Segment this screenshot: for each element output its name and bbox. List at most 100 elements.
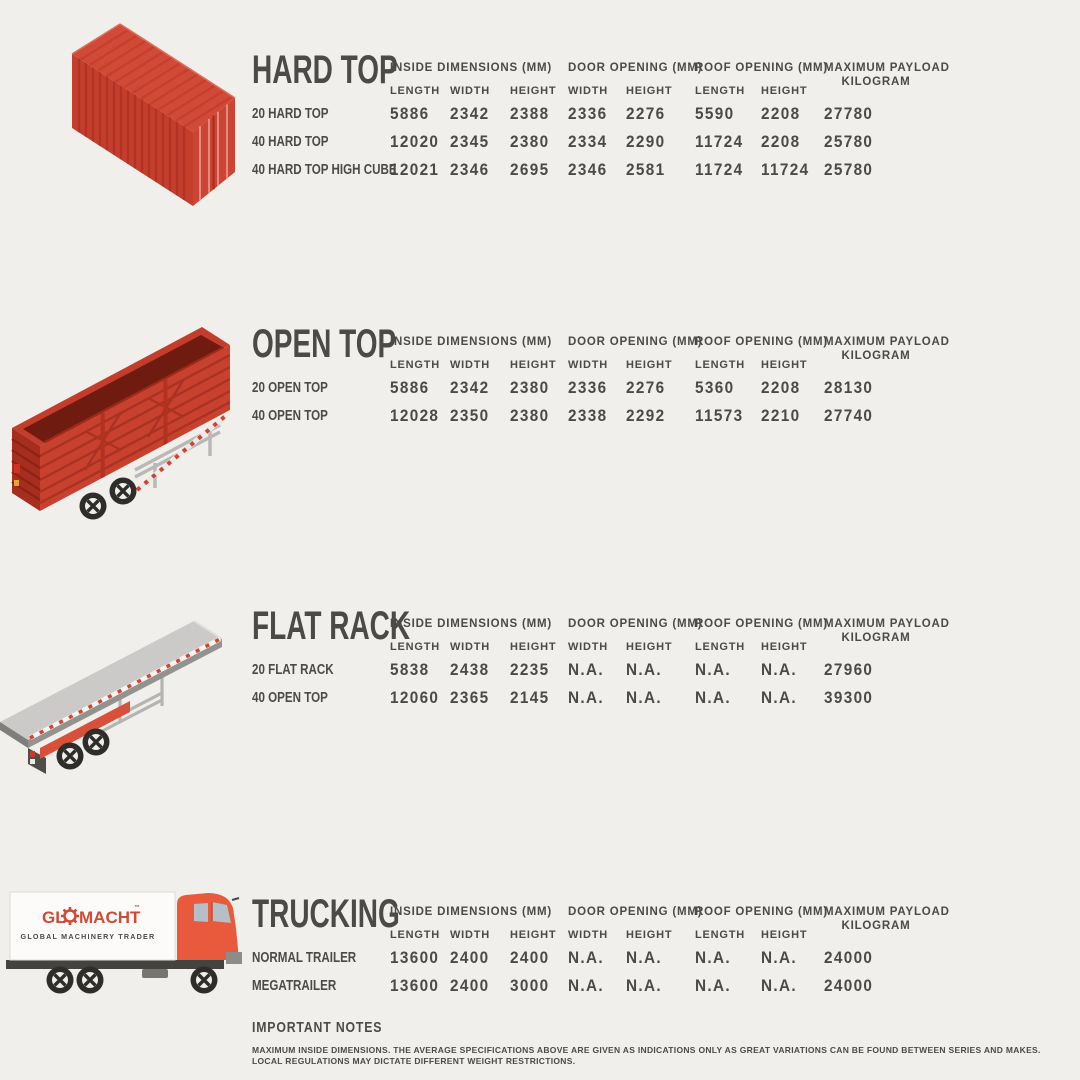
inside-length-value: 12020 <box>390 132 440 151</box>
trailer-tail-light-amber <box>14 480 19 486</box>
roof-length-value: 11724 <box>695 160 744 179</box>
col-group-max-payload: MAXIMUM PAYLOAD KILOGRAM <box>824 606 950 647</box>
row-label: 40 HARD TOP HIGH CUBE <box>252 162 397 178</box>
door-width-value: 2334 <box>568 132 608 151</box>
roof-height-value: N.A. <box>761 976 797 995</box>
flatrack-edge-strip <box>28 637 222 740</box>
roof-height-value: 2210 <box>761 406 801 425</box>
subheader-height: HEIGHT <box>510 359 557 371</box>
roof-height-value: 2208 <box>761 132 801 151</box>
row-label: 20 FLAT RACK <box>252 662 334 678</box>
logo-text-gl: GL <box>42 908 66 927</box>
subheader-length: LENGTH <box>390 929 441 941</box>
subheader-length: LENGTH <box>695 359 746 371</box>
section-title-open-top: OPEN TOP <box>252 322 397 366</box>
trailer-wheel-front <box>107 475 139 507</box>
door-height-value: 2276 <box>626 104 666 123</box>
inside-length-value: 12021 <box>390 160 440 179</box>
subheader-height: HEIGHT <box>510 929 557 941</box>
truck-wheel-rear-1 <box>44 964 76 996</box>
payload-value: 24000 <box>824 948 874 967</box>
flatrack-wheel-rear <box>54 740 86 772</box>
subheader-height: HEIGHT <box>510 641 557 653</box>
door-width-value: 2346 <box>568 160 608 179</box>
glomacht-logo: GL MACHT ™ GLOBAL MACHINERY TRADER <box>21 904 156 941</box>
payload-value: 28130 <box>824 378 874 397</box>
subheader-length: LENGTH <box>390 641 441 653</box>
subheader-width: WIDTH <box>450 929 491 941</box>
col-group-roof-opening: ROOF OPENING (MM) <box>695 906 829 918</box>
roof-length-value: N.A. <box>695 660 731 679</box>
flatrack-tail-light-red <box>30 751 35 757</box>
truck-chassis <box>6 960 224 969</box>
trucking-section: TRUCKING INSIDE DIMENSIONS (MM) DOOR OPE… <box>252 894 962 1000</box>
inside-height-value: 2400 <box>510 948 550 967</box>
inside-height-value: 2388 <box>510 104 550 123</box>
flat-rack-section: FLAT RACK INSIDE DIMENSIONS (MM) DOOR OP… <box>252 606 962 712</box>
roof-height-value: 2208 <box>761 378 801 397</box>
truck-windshield <box>212 902 231 923</box>
logo-subtitle: GLOBAL MACHINERY TRADER <box>21 932 156 941</box>
trailer-side-slats <box>40 353 230 505</box>
inside-height-value: 2380 <box>510 406 550 425</box>
truck-mirror <box>231 897 240 901</box>
payload-header-line2: KILOGRAM <box>841 632 911 644</box>
subheader-width: WIDTH <box>568 929 609 941</box>
inside-length-value: 13600 <box>390 976 440 995</box>
inside-width-value: 2365 <box>450 688 490 707</box>
trailer-interior <box>23 335 224 443</box>
notes-body: MAXIMUM INSIDE DIMENSIONS. THE AVERAGE S… <box>252 1045 1041 1067</box>
inside-length-value: 13600 <box>390 948 440 967</box>
gear-icon <box>61 907 79 925</box>
door-height-value: 2581 <box>626 160 666 179</box>
row-label: MEGATRAILER <box>252 978 337 994</box>
roof-length-value: 11573 <box>695 406 744 425</box>
inside-width-value: 2342 <box>450 104 490 123</box>
hard-top-section: HARD TOP INSIDE DIMENSIONS (MM) DOOR OPE… <box>252 50 962 184</box>
subheader-height: HEIGHT <box>626 929 673 941</box>
hard-top-spec-table: INSIDE DIMENSIONS (MM) DOOR OPENING (MM)… <box>252 50 962 184</box>
flatrack-wheel-front <box>80 726 112 758</box>
subheader-height: HEIGHT <box>626 85 673 97</box>
section-title-trucking: TRUCKING <box>252 892 400 936</box>
trailer-end-slats <box>11 437 41 502</box>
row-label: 20 OPEN TOP <box>252 380 328 396</box>
payload-header-line1: MAXIMUM PAYLOAD <box>824 906 950 918</box>
flatrack-deck-end <box>0 722 28 748</box>
roof-length-value: 11724 <box>695 132 744 151</box>
inside-height-value: 2695 <box>510 160 550 179</box>
row-label: 40 OPEN TOP <box>252 690 328 706</box>
payload-header-line1: MAXIMUM PAYLOAD <box>824 62 950 74</box>
door-height-value: 2276 <box>626 378 666 397</box>
trailer-side-face <box>40 345 230 511</box>
payload-header-line1: MAXIMUM PAYLOAD <box>824 336 950 348</box>
inside-width-value: 2350 <box>450 406 490 425</box>
inside-height-value: 2380 <box>510 378 550 397</box>
open-top-section: OPEN TOP INSIDE DIMENSIONS (MM) DOOR OPE… <box>252 324 962 430</box>
col-group-inside-dimensions: INSIDE DIMENSIONS (MM) <box>390 62 552 74</box>
col-group-max-payload: MAXIMUM PAYLOAD KILOGRAM <box>824 50 950 91</box>
inside-width-value: 2342 <box>450 378 490 397</box>
section-title-hard-top: HARD TOP <box>252 48 398 92</box>
subheader-length: LENGTH <box>390 85 441 97</box>
inside-width-value: 2400 <box>450 976 490 995</box>
flatrack-deck-side <box>28 639 222 748</box>
truck-wheel-front <box>188 964 220 996</box>
subheader-width: WIDTH <box>568 359 609 371</box>
subheader-length: LENGTH <box>695 641 746 653</box>
hard-top-container-illustration <box>71 23 236 206</box>
door-width-value: N.A. <box>568 660 604 679</box>
payload-header-line1: MAXIMUM PAYLOAD <box>824 618 950 630</box>
inside-width-value: 2400 <box>450 948 490 967</box>
logo-trademark: ™ <box>134 904 140 911</box>
subheader-height: HEIGHT <box>761 85 808 97</box>
truck-side-window <box>194 903 208 922</box>
door-height-value: N.A. <box>626 976 662 995</box>
flat-rack-trailer-illustration <box>0 620 223 774</box>
roof-length-value: N.A. <box>695 976 731 995</box>
section-title-flat-rack: FLAT RACK <box>252 604 411 648</box>
door-height-value: N.A. <box>626 660 662 679</box>
payload-value: 27740 <box>824 406 874 425</box>
notes-line-1: MAXIMUM INSIDE DIMENSIONS. THE AVERAGE S… <box>252 1045 1041 1055</box>
flatrack-tail-light-white <box>30 759 35 764</box>
